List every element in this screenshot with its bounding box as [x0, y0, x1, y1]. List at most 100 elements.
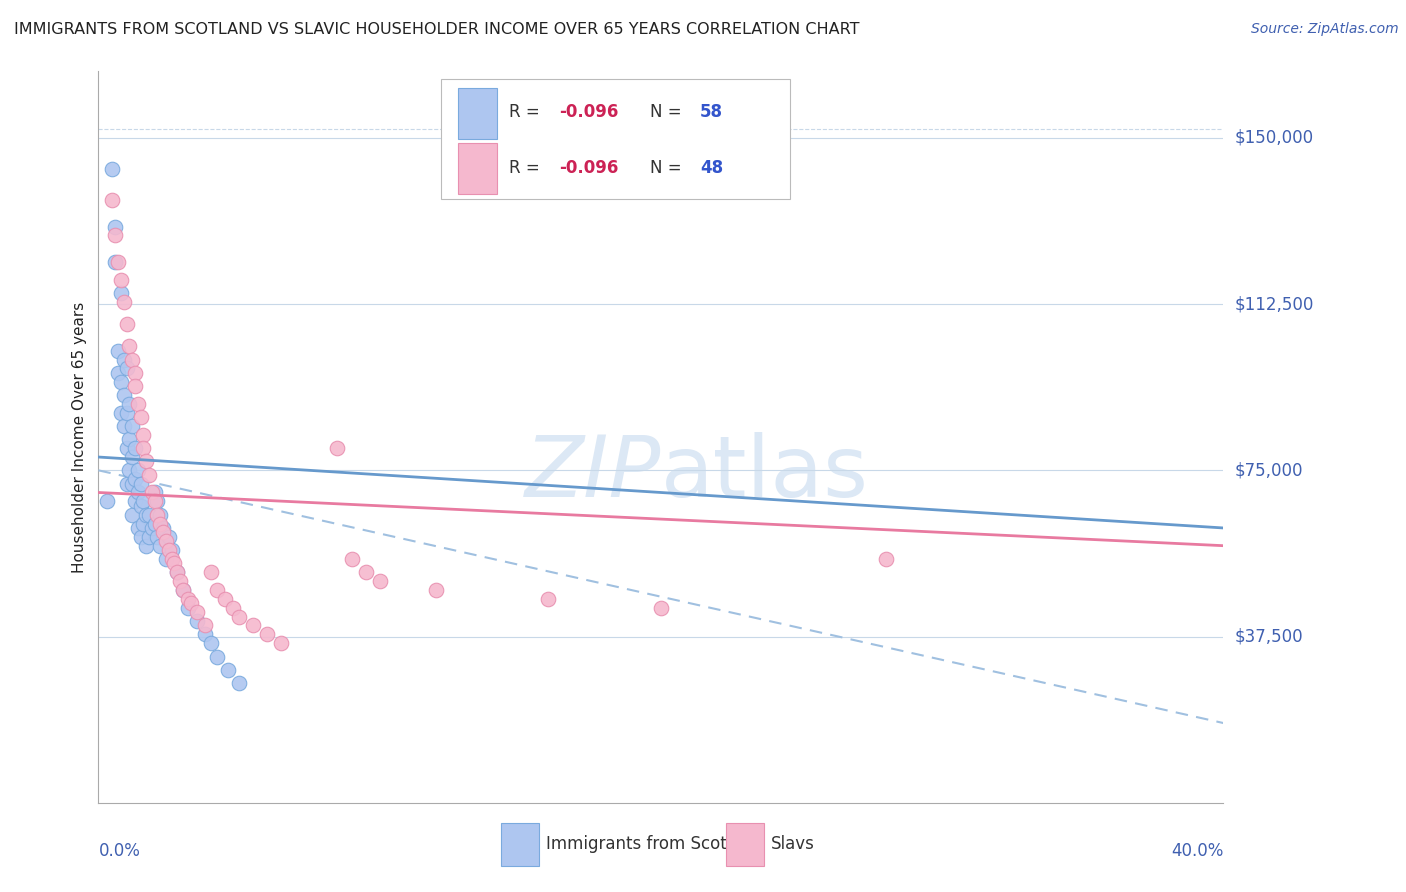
Point — [270, 636, 292, 650]
Text: $150,000: $150,000 — [1234, 128, 1313, 147]
FancyBboxPatch shape — [441, 78, 790, 200]
Point — [537, 591, 560, 606]
Point — [146, 508, 169, 522]
Point — [205, 649, 228, 664]
Point — [132, 428, 155, 442]
Point — [124, 366, 146, 380]
Point — [194, 627, 217, 641]
Point — [101, 193, 124, 207]
Point — [112, 294, 135, 309]
Point — [96, 494, 118, 508]
Point — [163, 557, 186, 571]
Point — [115, 476, 138, 491]
Point — [112, 352, 135, 367]
Point — [132, 494, 155, 508]
Text: IMMIGRANTS FROM SCOTLAND VS SLAVIC HOUSEHOLDER INCOME OVER 65 YEARS CORRELATION : IMMIGRANTS FROM SCOTLAND VS SLAVIC HOUSE… — [14, 22, 859, 37]
Point — [217, 663, 239, 677]
FancyBboxPatch shape — [501, 823, 540, 866]
Text: atlas: atlas — [661, 432, 869, 516]
Point — [112, 419, 135, 434]
Text: $75,000: $75,000 — [1234, 461, 1303, 479]
Point — [135, 539, 157, 553]
Point — [177, 591, 200, 606]
FancyBboxPatch shape — [458, 143, 496, 194]
Point — [110, 273, 132, 287]
Point — [141, 521, 163, 535]
Point — [115, 317, 138, 331]
Point — [152, 521, 174, 535]
Text: Immigrants from Scotland: Immigrants from Scotland — [546, 836, 762, 854]
Point — [172, 582, 194, 597]
Point — [149, 539, 172, 553]
Point — [149, 508, 172, 522]
Point — [166, 566, 188, 580]
Point — [129, 530, 152, 544]
Point — [157, 543, 180, 558]
Text: Source: ZipAtlas.com: Source: ZipAtlas.com — [1251, 22, 1399, 37]
Point — [143, 485, 166, 500]
Point — [132, 516, 155, 531]
Point — [112, 388, 135, 402]
Point — [110, 375, 132, 389]
Point — [157, 530, 180, 544]
Point — [149, 516, 172, 531]
Point — [160, 543, 183, 558]
Text: 58: 58 — [700, 103, 723, 120]
Text: ZIP: ZIP — [524, 432, 661, 516]
FancyBboxPatch shape — [725, 823, 765, 866]
FancyBboxPatch shape — [458, 88, 496, 138]
Point — [340, 552, 363, 566]
Text: N =: N = — [650, 103, 686, 120]
Point — [110, 406, 132, 420]
Point — [186, 614, 208, 628]
Point — [121, 508, 143, 522]
Point — [121, 476, 143, 491]
Point — [228, 676, 250, 690]
Point — [143, 494, 166, 508]
Point — [425, 582, 447, 597]
Point — [135, 454, 157, 468]
Point — [177, 600, 200, 615]
Text: 48: 48 — [700, 160, 723, 178]
Point — [127, 463, 149, 477]
Point — [115, 361, 138, 376]
Text: 40.0%: 40.0% — [1171, 842, 1223, 860]
Point — [152, 525, 174, 540]
Point — [129, 499, 152, 513]
Point — [104, 228, 127, 243]
Point — [118, 463, 141, 477]
Text: -0.096: -0.096 — [560, 160, 619, 178]
Point — [107, 255, 129, 269]
Point — [143, 516, 166, 531]
Point — [146, 494, 169, 508]
Point — [205, 582, 228, 597]
Point — [180, 596, 202, 610]
Point — [155, 552, 177, 566]
Point — [127, 397, 149, 411]
Point — [129, 410, 152, 425]
Point — [132, 441, 155, 455]
Point — [166, 566, 188, 580]
Point — [186, 605, 208, 619]
Text: $112,500: $112,500 — [1234, 295, 1313, 313]
Text: $37,500: $37,500 — [1234, 628, 1303, 646]
Text: N =: N = — [650, 160, 686, 178]
Point — [650, 600, 672, 615]
Point — [118, 339, 141, 353]
Point — [115, 441, 138, 455]
Point — [107, 343, 129, 358]
Point — [138, 508, 160, 522]
Point — [172, 582, 194, 597]
Point — [101, 161, 124, 176]
Point — [155, 534, 177, 549]
Text: 0.0%: 0.0% — [98, 842, 141, 860]
Point — [194, 618, 217, 632]
Point — [354, 566, 377, 580]
Point — [121, 419, 143, 434]
Point — [127, 485, 149, 500]
Point — [146, 530, 169, 544]
Point — [124, 379, 146, 393]
Point — [228, 609, 250, 624]
Point — [141, 485, 163, 500]
Point — [256, 627, 278, 641]
